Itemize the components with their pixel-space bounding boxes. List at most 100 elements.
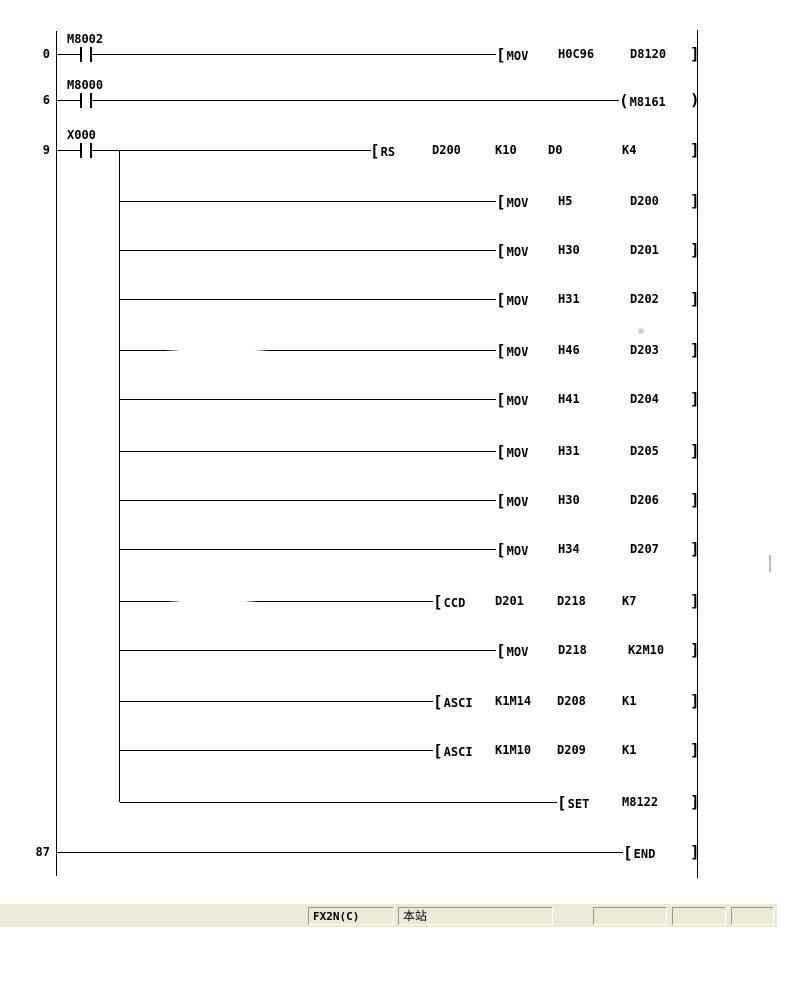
instruction-opcode[interactable]: SET — [557, 795, 590, 812]
wire — [120, 701, 433, 702]
instruction-close-bracket — [690, 341, 700, 359]
instruction-operand: D209 — [557, 743, 586, 757]
instruction-operand: D200 — [630, 194, 659, 208]
no-contact-icon[interactable] — [80, 93, 92, 108]
no-contact-icon[interactable] — [80, 143, 92, 158]
instruction-operand: H31 — [558, 444, 580, 458]
instruction-operand: K4 — [622, 143, 637, 157]
instruction-close-bracket — [690, 45, 700, 63]
step-number: 9 — [42, 143, 50, 157]
instruction-close-bracket — [690, 141, 700, 159]
instruction-operand: D218 — [557, 594, 586, 608]
wire — [120, 601, 433, 602]
contact-label: M8002 — [67, 32, 104, 46]
wire — [120, 451, 496, 452]
instruction-operand: D201 — [495, 594, 524, 608]
instruction-opcode[interactable]: CCD — [433, 594, 466, 611]
instruction-operand: H41 — [558, 392, 580, 406]
instruction-close-bracket — [690, 192, 700, 210]
instruction-opcode[interactable]: MOV — [496, 292, 529, 309]
instruction-operand: D207 — [630, 542, 659, 556]
wire — [57, 852, 623, 853]
wire — [120, 201, 496, 202]
status-plc-type: FX2N(C) — [308, 907, 394, 925]
instruction-opcode[interactable]: MOV — [496, 343, 529, 360]
instruction-opcode[interactable]: MOV — [496, 643, 529, 660]
instruction-operand: D203 — [630, 343, 659, 357]
instruction-close-bracket — [690, 290, 700, 308]
instruction-operand: H5 — [558, 194, 573, 208]
wire — [92, 150, 371, 151]
wire — [120, 350, 496, 351]
instruction-close-bracket — [690, 793, 700, 811]
instruction-operand: D206 — [630, 493, 659, 507]
output-coil[interactable]: M8161 — [619, 93, 666, 110]
instruction-operand: K1 — [622, 743, 637, 757]
instruction-opcode[interactable]: ASCI — [433, 694, 473, 711]
wire — [120, 650, 496, 651]
instruction-close-bracket — [690, 692, 700, 710]
instruction-opcode[interactable]: MOV — [496, 392, 529, 409]
instruction-close-bracket — [690, 491, 700, 509]
render-artifact — [769, 555, 771, 572]
instruction-opcode[interactable]: RS — [370, 143, 395, 160]
status-station: 本站 — [398, 907, 553, 925]
instruction-operand: D201 — [630, 243, 659, 257]
instruction-close-bracket — [690, 540, 700, 558]
instruction-operand: H30 — [558, 493, 580, 507]
contact-label: M8000 — [67, 78, 104, 92]
instruction-operand: H30 — [558, 243, 580, 257]
instruction-operand: D208 — [557, 694, 586, 708]
render-artifact — [636, 327, 646, 335]
left-power-rail — [56, 31, 57, 876]
wire — [120, 549, 496, 550]
status-cell-empty — [593, 907, 667, 925]
wire — [92, 100, 619, 101]
instruction-operand: K2M10 — [628, 643, 665, 657]
instruction-operand: H31 — [558, 292, 580, 306]
no-contact-icon[interactable] — [80, 47, 92, 62]
instruction-operand: K1M10 — [495, 743, 532, 757]
step-number: 0 — [42, 47, 50, 61]
instruction-close-bracket — [690, 390, 700, 408]
instruction-operand: D218 — [558, 643, 587, 657]
instruction-operand: D0 — [548, 143, 563, 157]
instruction-close-bracket — [690, 592, 700, 610]
instruction-opcode[interactable]: MOV — [496, 493, 529, 510]
wire — [120, 399, 496, 400]
instruction-opcode[interactable]: MOV — [496, 47, 529, 64]
render-artifact — [165, 342, 270, 358]
instruction-close-bracket — [690, 741, 700, 759]
status-cell-empty — [731, 907, 774, 925]
contact-label: X000 — [67, 128, 96, 142]
instruction-opcode[interactable]: MOV — [496, 542, 529, 559]
wire — [120, 750, 433, 751]
wire — [120, 500, 496, 501]
instruction-opcode[interactable]: MOV — [496, 243, 529, 260]
instruction-operand: H46 — [558, 343, 580, 357]
instruction-opcode[interactable]: MOV — [496, 194, 529, 211]
coil-close-paren — [690, 91, 700, 109]
instruction-close-bracket — [690, 641, 700, 659]
instruction-close-bracket — [690, 442, 700, 460]
wire — [120, 802, 557, 803]
wire — [57, 100, 80, 101]
instruction-operand: K1 — [622, 694, 637, 708]
step-number: 87 — [35, 845, 50, 859]
instruction-operand: K10 — [495, 143, 517, 157]
status-cell-empty — [672, 907, 726, 925]
wire — [57, 54, 80, 55]
wire — [57, 150, 80, 151]
instruction-opcode[interactable]: ASCI — [433, 743, 473, 760]
instruction-opcode[interactable]: MOV — [496, 444, 529, 461]
wire — [92, 54, 496, 55]
instruction-operand: D202 — [630, 292, 659, 306]
instruction-operand: M8122 — [622, 795, 659, 809]
instruction-opcode[interactable]: END — [623, 845, 656, 862]
wire — [120, 250, 496, 251]
instruction-operand: D204 — [630, 392, 659, 406]
instruction-close-bracket — [690, 241, 700, 259]
render-artifact — [168, 593, 258, 609]
instruction-operand: D8120 — [630, 47, 667, 61]
